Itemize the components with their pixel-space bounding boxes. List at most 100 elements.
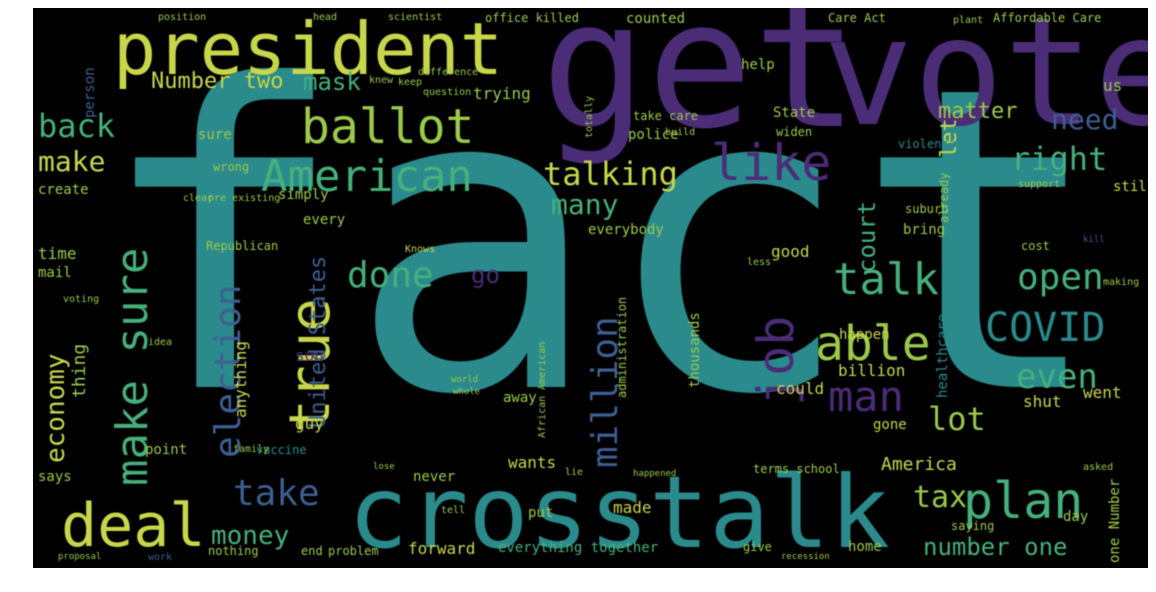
word-counted: counted xyxy=(626,11,686,27)
word-fact: fact xyxy=(95,8,1107,487)
word-cloud: fact get vote crosstalk president ballot… xyxy=(33,8,1148,568)
word-suburb: suburb xyxy=(905,202,949,216)
word-go: go xyxy=(471,261,500,289)
word-thing: thing xyxy=(69,343,90,398)
word-billion: billion xyxy=(838,361,906,380)
word-number-two: Number two xyxy=(151,69,284,94)
word-able: able xyxy=(815,316,931,372)
word-kill: kill xyxy=(1083,235,1105,245)
word-keep: keep xyxy=(398,77,423,88)
word-saying: saying xyxy=(951,519,995,533)
word-build: build xyxy=(665,127,696,138)
word-recession: recession xyxy=(781,552,830,562)
word-right: right xyxy=(1011,140,1108,178)
word-court: court xyxy=(853,200,881,273)
word-question: question xyxy=(423,87,472,98)
word-problem: problem xyxy=(328,544,379,558)
word-scientist: scientist xyxy=(388,12,443,23)
word-put: put xyxy=(528,505,554,521)
word-back: back xyxy=(38,107,116,145)
word-covid: COVID xyxy=(985,305,1106,351)
word-state: State xyxy=(773,105,816,121)
word-widen: widen xyxy=(776,125,813,139)
word-economy: economy xyxy=(41,353,71,463)
word-healthcare: healthcare xyxy=(935,313,951,398)
word-clear: clear xyxy=(183,193,214,204)
word-crosstalk: crosstalk xyxy=(348,454,890,568)
word-time: time xyxy=(38,244,77,263)
word-open: open xyxy=(1017,257,1104,298)
word-cost: cost xyxy=(1021,239,1050,253)
word-even: even xyxy=(1016,357,1098,397)
word-son: son xyxy=(295,346,324,365)
word-african-american: African American xyxy=(537,341,548,438)
word-plant: plant xyxy=(953,15,984,26)
word-lose: lose xyxy=(373,462,395,472)
word-deal: deal xyxy=(61,491,206,561)
word-vaccine: vaccine xyxy=(256,443,307,457)
word-simply: simply xyxy=(278,187,329,203)
word-family: family xyxy=(233,444,270,455)
word-terms-school: terms school xyxy=(753,462,840,476)
word-proposal: proposal xyxy=(58,552,102,562)
word-could: could xyxy=(776,379,825,398)
word-world: world xyxy=(451,375,479,385)
word-making: making xyxy=(1103,277,1140,288)
word-away: away xyxy=(503,390,537,406)
word-happen: happen xyxy=(839,327,890,343)
word-never: never xyxy=(413,469,456,485)
word-lot: lot xyxy=(928,400,986,438)
word-pre-existing: pre existing xyxy=(208,193,281,204)
word-one-number: one Number xyxy=(1107,478,1123,563)
word-number-one: number one xyxy=(923,533,1068,561)
word-day: day xyxy=(1063,509,1089,525)
word-mail: mail xyxy=(38,265,72,281)
word-president: president xyxy=(113,8,504,91)
word-trying: trying xyxy=(473,84,531,103)
word-talking: talking xyxy=(543,155,678,193)
word-lie: lie xyxy=(565,467,584,478)
word-gone: gone xyxy=(873,417,907,433)
word-bring: bring xyxy=(903,222,946,238)
word-america: America xyxy=(881,454,957,475)
word-money: money xyxy=(211,521,290,551)
word-idea: idea xyxy=(148,337,173,348)
word-knows: Knows xyxy=(405,244,436,255)
word-make: make xyxy=(38,145,106,178)
word-totally: totally xyxy=(584,95,595,138)
word-head: head xyxy=(313,12,338,23)
word-take: take xyxy=(233,473,320,514)
word-everybody: everybody xyxy=(588,222,664,238)
word-tell: tell xyxy=(441,505,466,516)
word-like: like xyxy=(711,134,832,192)
word-mask: mask xyxy=(303,68,361,96)
word-difference: difference xyxy=(418,67,479,78)
word-home: home xyxy=(848,539,882,555)
word-guy: guy xyxy=(295,414,324,433)
word-us: us xyxy=(1103,76,1123,95)
word-matter: matter xyxy=(938,99,1018,124)
word-man: man xyxy=(828,372,904,421)
word-support: support xyxy=(1018,179,1061,190)
word-get: get xyxy=(541,8,859,168)
word-position: position xyxy=(158,12,207,23)
word-violence: violence xyxy=(898,137,956,151)
word-united-states: United States xyxy=(306,255,331,428)
word-sure: sure xyxy=(198,127,232,143)
word-nothing: nothing xyxy=(208,544,259,558)
word-wants: wants xyxy=(508,453,557,472)
word-help: help xyxy=(741,57,775,73)
word-republican: Republican xyxy=(206,239,279,253)
word-person: person xyxy=(82,67,98,118)
word-everything-together: everything together xyxy=(498,540,659,556)
word-knew: knew xyxy=(369,75,394,86)
word-many: many xyxy=(551,188,619,221)
word-whole: whole xyxy=(453,387,481,397)
word-plan: plan xyxy=(963,472,1084,530)
word-talk: talk xyxy=(833,254,939,305)
word-administration: administration xyxy=(615,296,629,398)
word-thousands: thousands xyxy=(687,312,703,388)
word-wrong: wrong xyxy=(213,160,250,174)
word-american: American xyxy=(261,151,473,202)
word-good: good xyxy=(771,242,810,261)
